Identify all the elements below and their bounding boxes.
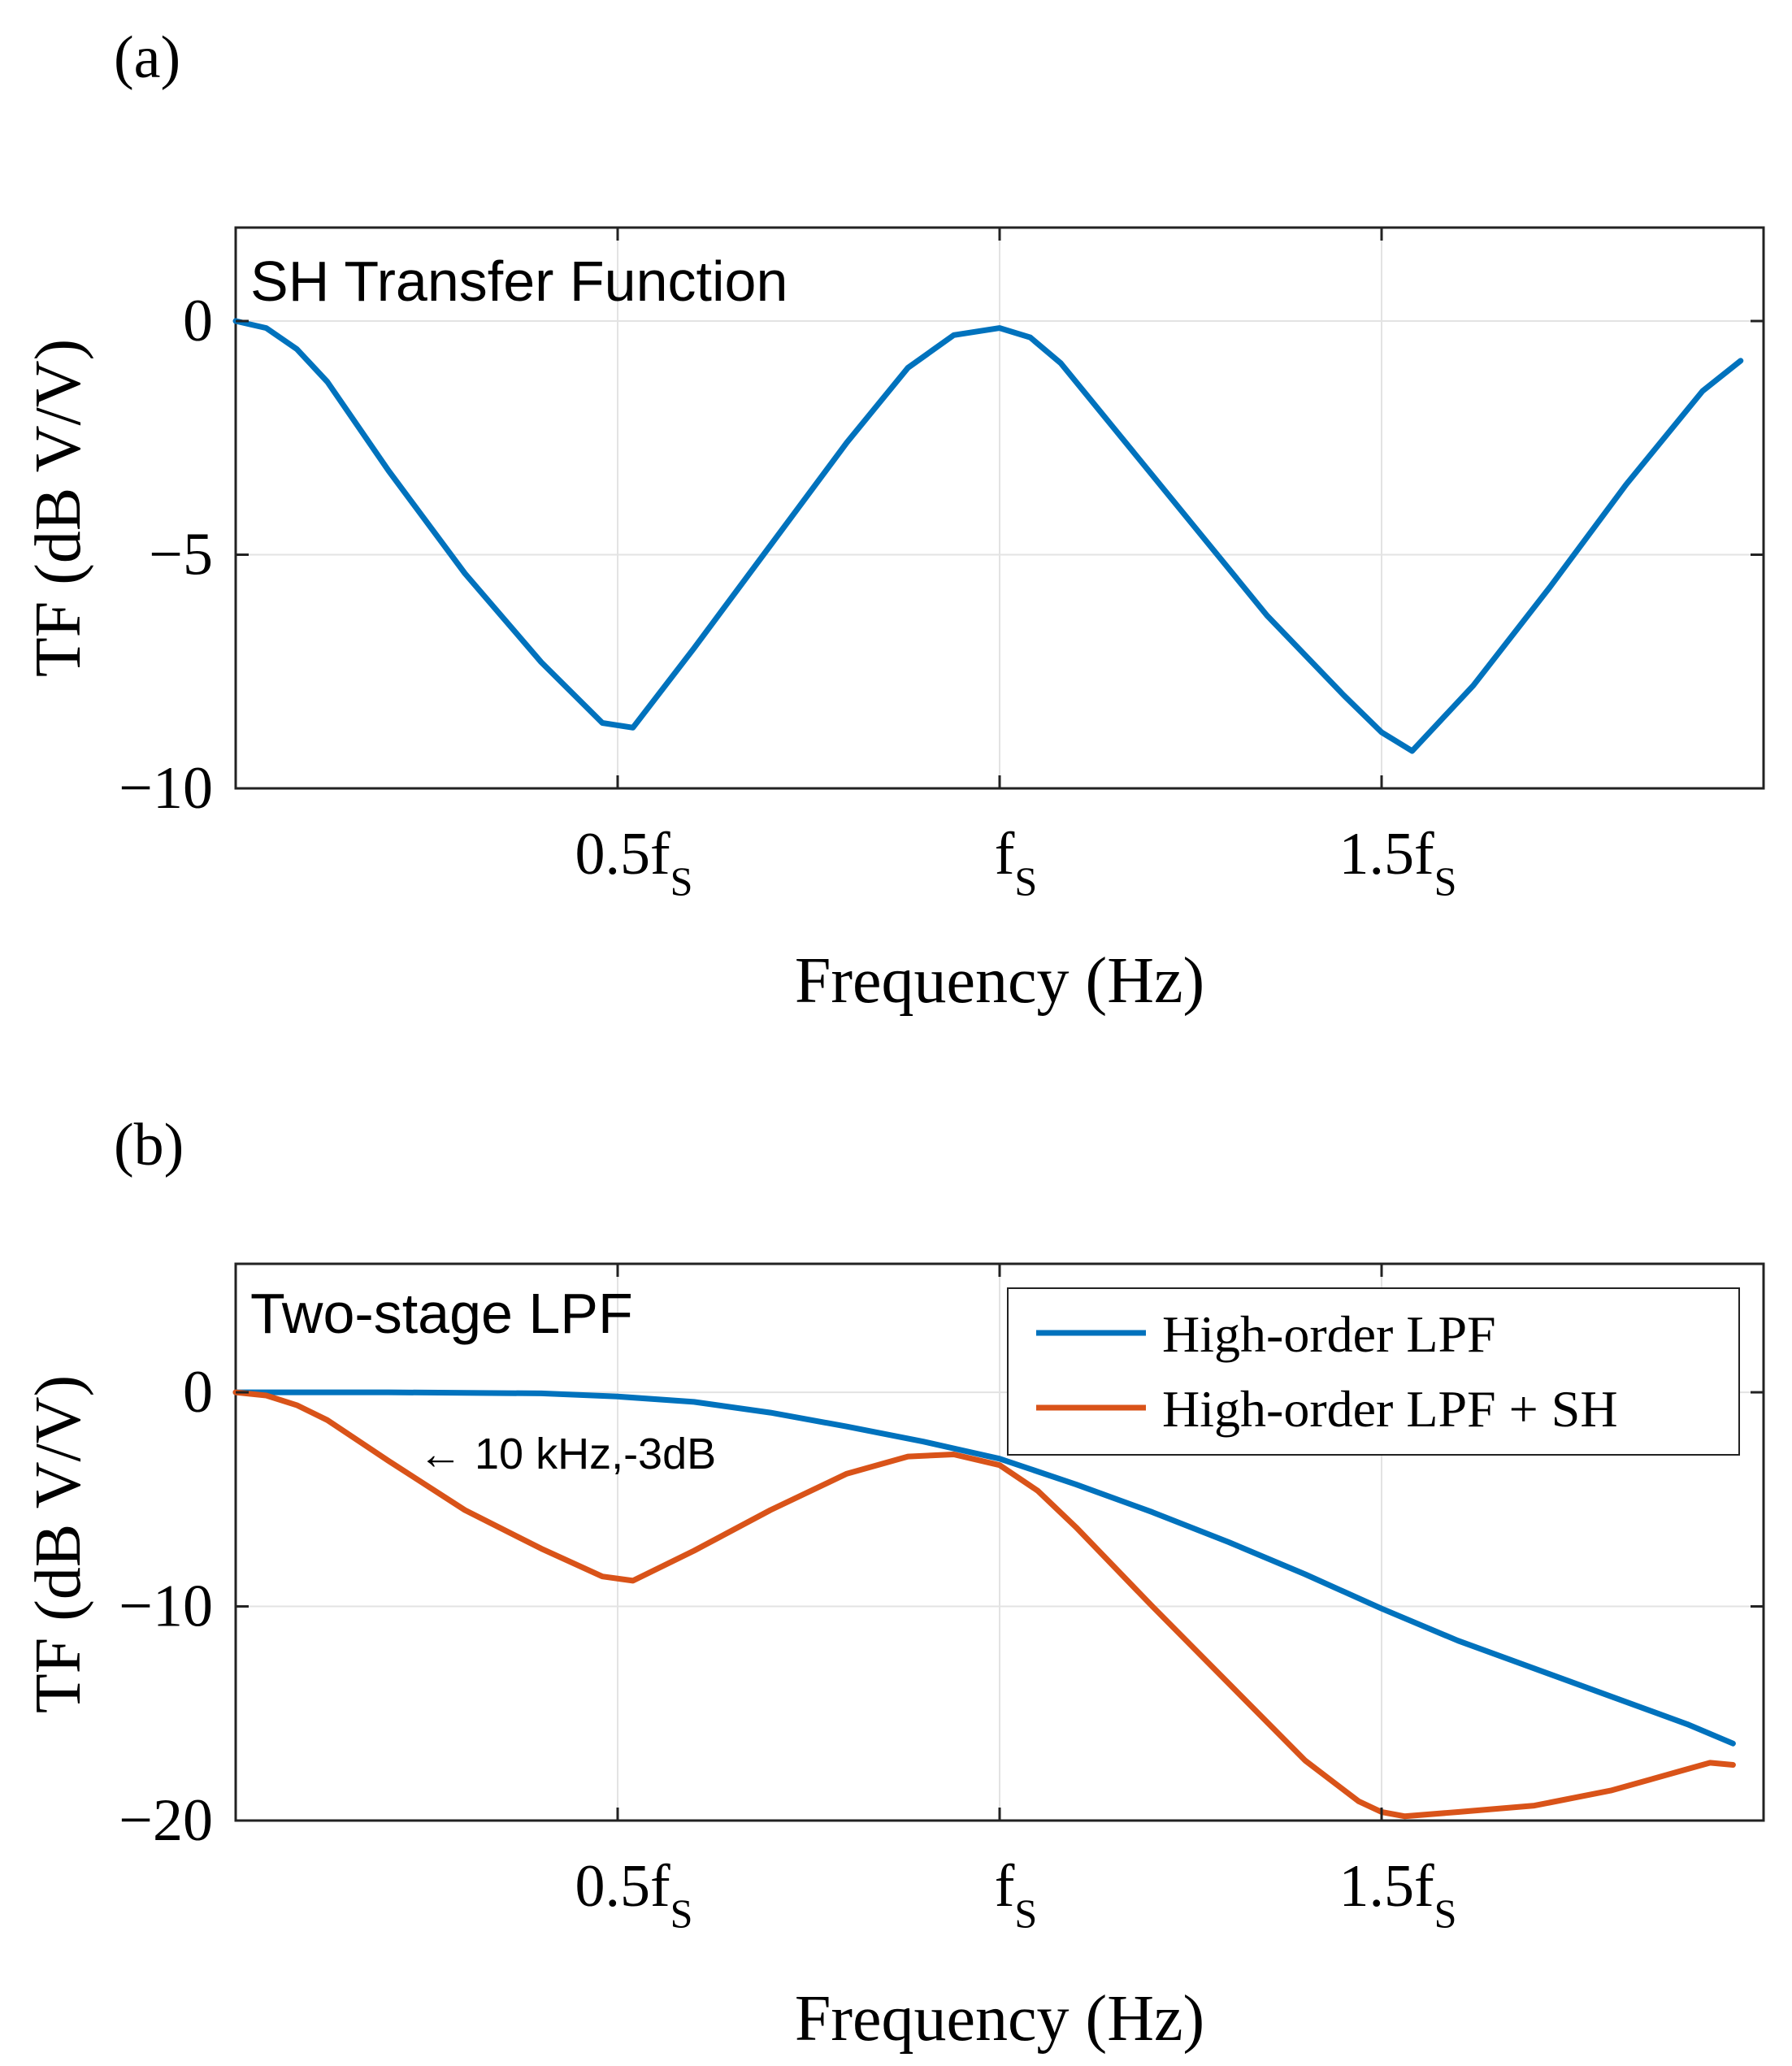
x-tick-label: 0.5fS xyxy=(575,821,693,904)
x-tick-label-main: 1.5f xyxy=(1339,821,1435,888)
panel-a: (a) SH Transfer Function 0−5−10 0.5fS fS 1… xyxy=(23,24,1765,1017)
panel-b-x-ticks: 0.5fS fS 1.5fS xyxy=(575,1264,1457,1936)
panel-b-legend: High-order LPF High-order LPF + SH xyxy=(1007,1287,1740,1456)
series-line-sh xyxy=(232,318,1744,754)
panel-a-series xyxy=(232,318,1744,754)
x-tick-label-subscript: S xyxy=(1434,858,1457,904)
panel-b: (b) Two-stage LPF ← 10 kHz,-3dB High-ord… xyxy=(23,1112,1765,2055)
x-tick-label-main: 1.5f xyxy=(1339,1853,1435,1920)
panel-a-y-ticks: 0 −5 −10 xyxy=(119,288,1764,822)
y-tick-label: 0 xyxy=(183,1359,213,1426)
y-tick-label: 0 xyxy=(183,288,213,354)
legend-label-high-order-lpf: High-order LPF xyxy=(1162,1305,1496,1363)
panel-a-x-ticks: 0.5fS fS 1.5fS xyxy=(575,228,1457,904)
legend-box xyxy=(1007,1287,1740,1456)
panel-b-y-ticks: 0 −10 −20 xyxy=(119,1359,1764,1854)
x-tick-label-main: 0.5f xyxy=(575,1853,671,1920)
series-line-high-order-lpf-sh xyxy=(232,1389,1736,1820)
series-line-high-order-lpf xyxy=(232,1389,1736,1747)
panel-a-gridlines xyxy=(236,228,1764,788)
panel-b-y-axis-label: TF (dB V/V) xyxy=(23,1375,94,1713)
x-tick-label-subscript: S xyxy=(1014,1890,1037,1936)
panel-b-label: (b) xyxy=(114,1112,184,1178)
y-tick-label: −10 xyxy=(119,755,213,822)
x-tick-label-subscript: S xyxy=(670,1890,693,1936)
y-tick-label: −5 xyxy=(149,522,213,588)
panel-b-title: Two-stage LPF xyxy=(250,1282,633,1345)
panel-b-series xyxy=(232,1389,1736,1820)
x-tick-label-subscript: S xyxy=(1014,858,1037,904)
panel-b-annotation: ← 10 kHz,-3dB xyxy=(419,1430,716,1478)
x-tick-label-subscript: S xyxy=(1434,1890,1457,1936)
x-tick-label-main: 0.5f xyxy=(575,821,671,888)
panel-a-y-axis-label: TF (dB V/V) xyxy=(23,339,94,677)
panel-a-x-axis-label: Frequency (Hz) xyxy=(795,945,1204,1017)
x-tick-label-main: f xyxy=(995,821,1015,888)
legend-label-high-order-lpf-sh: High-order LPF + SH xyxy=(1162,1380,1618,1438)
panel-b-x-axis-label: Frequency (Hz) xyxy=(795,1983,1204,2055)
x-tick-label-subscript: S xyxy=(670,858,693,904)
y-tick-label: −20 xyxy=(119,1787,213,1854)
x-tick-label-main: f xyxy=(995,1853,1015,1920)
panel-a-title: SH Transfer Function xyxy=(250,250,788,313)
x-tick-label: fS xyxy=(995,821,1037,904)
x-tick-label: 1.5fS xyxy=(1339,1853,1457,1936)
panel-a-label: (a) xyxy=(114,24,180,91)
x-tick-label: 1.5fS xyxy=(1339,821,1457,904)
x-tick-label: 0.5fS xyxy=(575,1853,693,1936)
y-tick-label: −10 xyxy=(119,1573,213,1640)
x-tick-label: fS xyxy=(995,1853,1037,1936)
